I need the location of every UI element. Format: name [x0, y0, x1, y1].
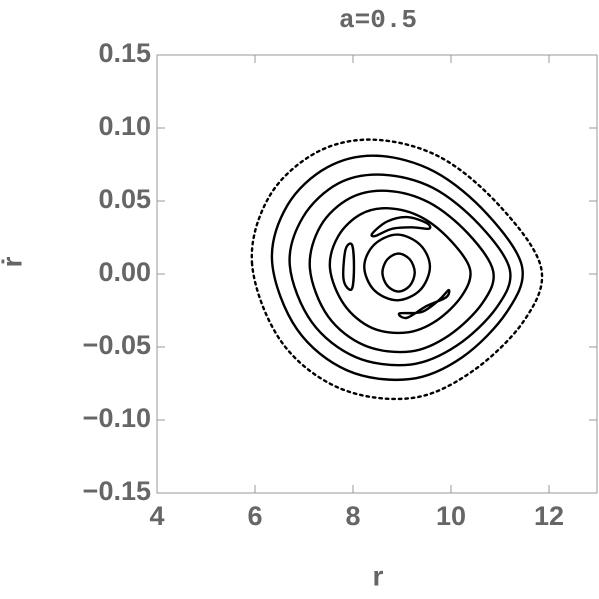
orbit-curve [270, 154, 524, 382]
orbit-curve [308, 189, 495, 354]
x-axis-label: r [373, 560, 384, 591]
x-tick-label: 4 [149, 501, 164, 531]
y-tick-label: −0.10 [83, 403, 151, 433]
x-tick-label: 12 [534, 501, 564, 531]
orbit-curve [341, 242, 356, 292]
y-tick-label: −0.15 [83, 476, 151, 506]
x-tick-label: 8 [345, 501, 360, 531]
orbit-curve [381, 252, 416, 293]
orbit-curve [328, 207, 472, 335]
y-tick-label: 0.00 [98, 257, 151, 287]
orbit-curve [370, 215, 432, 238]
x-tick-label: 6 [247, 501, 262, 531]
orbit-curve [250, 138, 544, 401]
orbit-curve [363, 233, 432, 302]
y-axis-label: ṙ [0, 256, 27, 267]
chart-title: a=0.5 [339, 5, 417, 35]
x-tick-label: 10 [436, 501, 466, 531]
y-tick-label: 0.10 [98, 111, 151, 141]
orbit-curve [397, 288, 451, 320]
orbit-curve [288, 173, 512, 367]
y-tick-label: 0.05 [98, 184, 151, 214]
y-tick-label: 0.15 [98, 38, 151, 68]
y-tick-label: −0.05 [83, 330, 151, 360]
plot-frame [156, 54, 598, 494]
